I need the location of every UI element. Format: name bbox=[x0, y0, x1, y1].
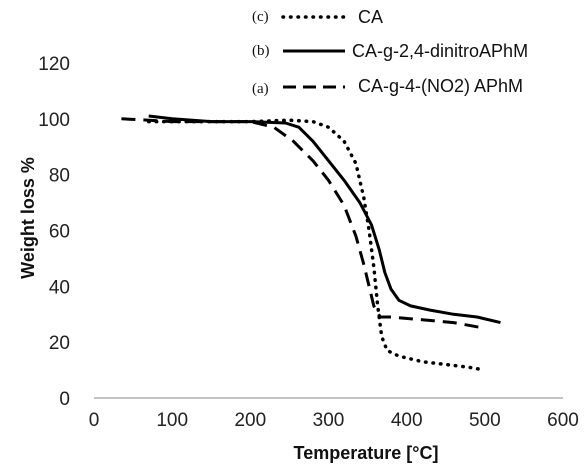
y-tick-label: 60 bbox=[49, 222, 70, 243]
series-line-ca bbox=[146, 118, 487, 372]
series-line-no2 bbox=[121, 117, 486, 330]
x-axis-title: Temperature [°C] bbox=[294, 443, 439, 463]
x-tick-label: 400 bbox=[391, 410, 423, 431]
x-tick-label: 300 bbox=[313, 410, 345, 431]
legend-item-ca: (c) CA bbox=[252, 7, 383, 27]
legend-tag-dinitro: (b) bbox=[252, 43, 270, 59]
x-axis-ticks: 0 100 200 300 400 500 600 bbox=[89, 410, 579, 431]
y-tick-label: 40 bbox=[49, 277, 70, 298]
y-tick-label: 100 bbox=[38, 110, 70, 131]
x-tick-label: 0 bbox=[89, 410, 100, 431]
legend-tag-no2: (a) bbox=[252, 81, 269, 97]
legend-item-no2: (a) CA-g-4-(NO2) APhM bbox=[252, 76, 523, 97]
x-tick-label: 600 bbox=[547, 410, 579, 431]
legend-item-dinitro: (b) CA-g-2,4-dinitroAPhM bbox=[252, 41, 528, 61]
y-axis-ticks: 0 20 40 60 80 100 120 bbox=[38, 54, 70, 410]
y-axis-title: Weight loss % bbox=[18, 157, 38, 279]
legend-label-dinitro: CA-g-2,4-dinitroAPhM bbox=[352, 41, 528, 61]
y-tick-label: 80 bbox=[49, 166, 70, 187]
series-layer bbox=[121, 114, 501, 372]
y-tick-label: 0 bbox=[59, 389, 70, 410]
series-line-dinitro bbox=[148, 114, 501, 325]
x-tick-label: 100 bbox=[156, 410, 188, 431]
x-tick-label: 500 bbox=[469, 410, 501, 431]
y-tick-label: 120 bbox=[38, 54, 70, 75]
y-tick-label: 20 bbox=[49, 333, 70, 354]
plot-area: 0 100 200 300 400 500 600 0 20 40 60 80 100 120 bbox=[38, 54, 579, 431]
x-tick-label: 200 bbox=[234, 410, 266, 431]
legend-label-no2: CA-g-4-(NO2) APhM bbox=[358, 76, 523, 96]
legend-tag-ca: (c) bbox=[252, 9, 269, 25]
legend-label-ca: CA bbox=[358, 7, 383, 27]
legend: (c) CA (b) CA-g-2,4-dinitroAPhM (a) CA-g… bbox=[252, 7, 528, 97]
